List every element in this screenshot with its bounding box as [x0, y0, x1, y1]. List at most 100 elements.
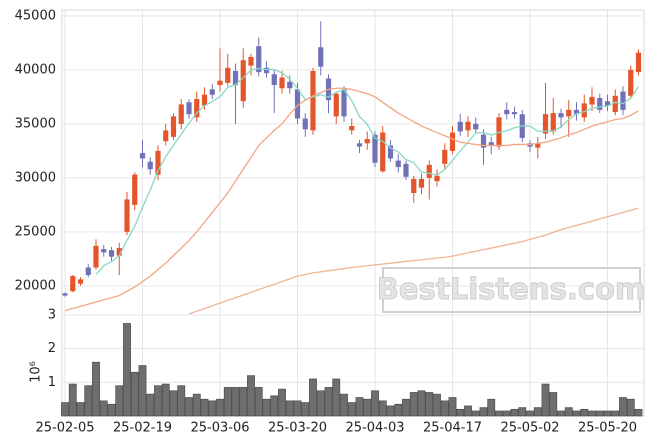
volume-bar — [239, 387, 248, 417]
volume-bar — [634, 408, 643, 417]
y-tick-label: 30000 — [15, 170, 56, 185]
candle-body — [271, 74, 277, 86]
volume-bar — [386, 405, 395, 417]
volume-bar — [254, 387, 263, 417]
volume-bar — [130, 371, 139, 417]
volume-bar — [309, 378, 317, 417]
volume-bar — [541, 383, 550, 417]
candle-body — [558, 113, 564, 118]
y-tick-label: 45000 — [15, 8, 56, 23]
candle-body — [535, 143, 541, 148]
volume-bar — [324, 387, 333, 417]
candle-body — [488, 142, 494, 146]
y-tick-label: 1 — [48, 375, 56, 390]
x-tick-label: 25-03-06 — [190, 421, 249, 436]
volume-bar — [61, 402, 69, 417]
volume-bar — [146, 393, 155, 417]
y-tick-label: 3 — [48, 308, 56, 323]
candle-body — [256, 46, 262, 73]
volume-bar — [123, 323, 131, 417]
volume-bar — [487, 398, 496, 417]
volume-bar — [301, 402, 310, 417]
candle-body — [178, 104, 184, 124]
volume-bar — [107, 403, 116, 417]
volume-bar — [611, 410, 620, 417]
candle-body — [628, 69, 634, 96]
candle-body — [550, 113, 556, 132]
volume-bar — [425, 392, 434, 417]
volume-bar — [378, 400, 387, 417]
candle-body — [62, 293, 68, 296]
candle-body — [186, 102, 192, 115]
candle-body — [201, 94, 208, 106]
volume-bar — [223, 387, 232, 417]
candle-body — [294, 89, 301, 119]
candle-body — [209, 89, 215, 95]
candle-body — [248, 56, 254, 66]
volume-bar — [371, 390, 379, 417]
volume-bar — [603, 410, 612, 417]
volume-bar — [231, 387, 240, 417]
volume-bar — [262, 398, 271, 417]
candle-body — [341, 89, 347, 117]
candle-body — [163, 130, 169, 142]
volume-bar — [293, 400, 302, 417]
candle-body — [597, 97, 603, 110]
candle-body — [108, 250, 115, 257]
volume-bar — [394, 403, 403, 417]
candle-body — [372, 134, 378, 163]
candle-body — [403, 163, 409, 177]
candle-body — [263, 67, 270, 74]
x-tick-label: 25-05-02 — [500, 421, 559, 436]
watermark: BestListens.com — [376, 267, 646, 313]
volume-bar — [479, 407, 488, 417]
candle-body — [132, 174, 138, 205]
volume-bar — [84, 385, 93, 417]
candle-body — [395, 160, 401, 168]
candle-body — [542, 114, 549, 134]
candle-body — [101, 249, 107, 253]
volume-bar — [76, 402, 85, 417]
candle-body — [93, 245, 99, 268]
candle-body — [434, 175, 440, 182]
volume-bar — [619, 397, 627, 417]
candle-body — [612, 95, 618, 113]
volume-bar — [440, 400, 449, 417]
candle-body — [635, 52, 642, 73]
candle-body — [465, 121, 471, 131]
x-tick-label: 25-02-19 — [113, 421, 172, 436]
volume-bar — [200, 398, 209, 417]
x-tick-label: 25-03-20 — [268, 421, 327, 436]
volume-bar — [417, 390, 426, 417]
candles — [62, 21, 642, 315]
volume-bar — [448, 397, 457, 417]
x-tick-label: 25-04-17 — [423, 421, 482, 436]
candle-body — [411, 178, 417, 193]
candle-body — [217, 80, 223, 86]
candle-body — [364, 139, 370, 144]
volume-bar — [169, 390, 178, 417]
candle-body — [581, 103, 587, 118]
candle-body — [116, 248, 122, 256]
volume-bar — [115, 385, 124, 417]
volume-bar — [192, 393, 201, 417]
candle-body — [504, 109, 510, 115]
candle-body — [194, 99, 200, 118]
y-tick-label: 25000 — [15, 224, 56, 239]
candle-body — [170, 116, 177, 137]
volume-bar — [464, 405, 472, 417]
volume-bar — [510, 408, 519, 417]
candle-body — [442, 149, 448, 164]
y-tick-label: 20000 — [15, 278, 56, 293]
candle-body — [124, 199, 130, 232]
x-tick-label: 25-02-05 — [35, 421, 94, 436]
candle-body — [573, 109, 580, 115]
y-tick-label: 35000 — [15, 116, 56, 131]
volume-bar — [409, 392, 418, 417]
candle-body — [356, 143, 363, 147]
candle-body — [318, 47, 324, 67]
volume-bar — [92, 361, 100, 417]
volume-bar — [332, 378, 341, 417]
volume-bar — [161, 383, 170, 417]
volume-bar — [402, 398, 410, 417]
